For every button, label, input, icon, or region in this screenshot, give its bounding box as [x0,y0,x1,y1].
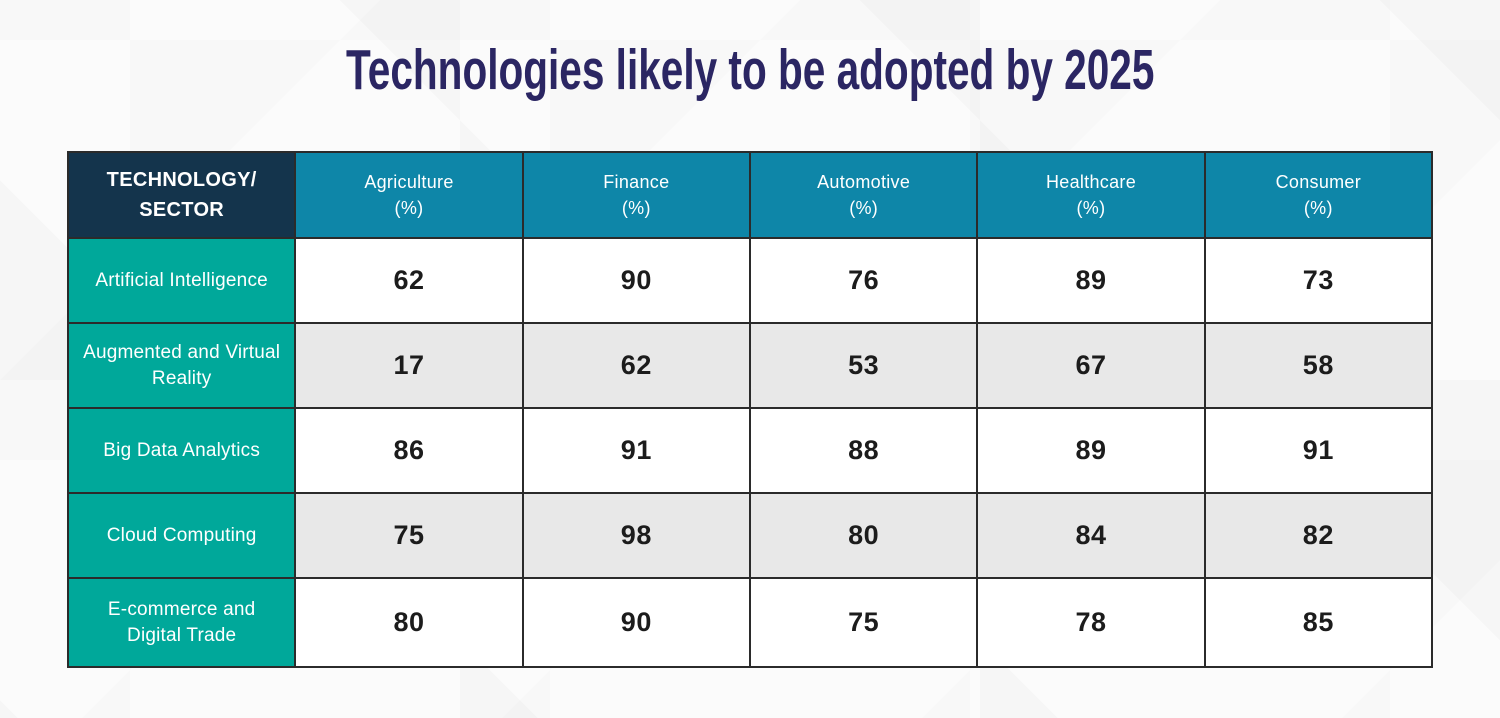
row-header: Cloud Computing [66,492,297,579]
column-header-healthcare: Healthcare (%) [976,151,1206,239]
cell-value: 58 [1203,322,1434,409]
row-header: E-commerce and Digital Trade [66,577,297,668]
cell-value: 76 [748,237,979,324]
table-body: Artificial Intelligence 62 90 76 89 73 A… [66,237,1434,668]
cell-value: 89 [976,407,1206,494]
column-header-label: Consumer [1275,171,1362,192]
column-header-unit: (%) [394,198,424,218]
cell-value: 62 [521,322,751,409]
column-header-consumer: Consumer (%) [1203,151,1434,239]
column-header-label: Agriculture [364,171,454,192]
cell-value: 53 [748,322,979,409]
row-header: Augmented and Virtual Reality [66,322,297,409]
column-header-label: Finance [603,171,670,192]
cell-value: 84 [976,492,1206,579]
cell-value: 90 [521,577,751,668]
table-row-artificial-intelligence: Artificial Intelligence 62 90 76 89 73 [66,237,1434,324]
cell-value: 86 [294,407,524,494]
column-header-unit: (%) [621,198,651,218]
cell-value: 85 [1203,577,1434,668]
cell-value: 75 [294,492,524,579]
row-header: Artificial Intelligence [66,237,297,324]
column-header-unit: (%) [1303,198,1333,218]
row-header: Big Data Analytics [66,407,297,494]
table-header: TECHNOLOGY/ SECTOR Agriculture (%) Finan… [66,151,1434,239]
page-title: Technologies likely to be adopted by 202… [345,39,1155,102]
table-row-cloud-computing: Cloud Computing 75 98 80 84 82 [66,492,1434,579]
corner-header-technology-sector: TECHNOLOGY/ SECTOR [66,151,297,239]
cell-value: 90 [521,237,751,324]
cell-value: 67 [976,322,1206,409]
column-header-unit: (%) [1076,198,1106,218]
cell-value: 91 [1203,407,1434,494]
column-header-finance: Finance (%) [521,151,751,239]
column-header-label: Healthcare [1045,171,1136,192]
cell-value: 17 [294,322,524,409]
cell-value: 98 [521,492,751,579]
cell-value: 78 [976,577,1206,668]
column-header-automotive: Automotive (%) [748,151,979,239]
table-container: TECHNOLOGY/ SECTOR Agriculture (%) Finan… [66,151,1434,668]
cell-value: 91 [521,407,751,494]
table-row-ecommerce-digital-trade: E-commerce and Digital Trade 80 90 75 78… [66,577,1434,668]
cell-value: 73 [1203,237,1434,324]
column-header-agriculture: Agriculture (%) [294,151,524,239]
cell-value: 82 [1203,492,1434,579]
table-row-augmented-virtual-reality: Augmented and Virtual Reality 17 62 53 6… [66,322,1434,409]
technology-adoption-table: TECHNOLOGY/ SECTOR Agriculture (%) Finan… [66,151,1434,668]
header-row: TECHNOLOGY/ SECTOR Agriculture (%) Finan… [66,151,1434,239]
cell-value: 89 [976,237,1206,324]
cell-value: 80 [748,492,979,579]
title-area: Technologies likely to be adopted by 202… [0,38,1500,102]
cell-value: 75 [748,577,979,668]
cell-value: 88 [748,407,979,494]
cell-value: 80 [294,577,524,668]
cell-value: 62 [294,237,524,324]
column-header-label: Automotive [817,171,911,192]
column-header-unit: (%) [849,198,879,218]
table-row-big-data-analytics: Big Data Analytics 86 91 88 89 91 [66,407,1434,494]
